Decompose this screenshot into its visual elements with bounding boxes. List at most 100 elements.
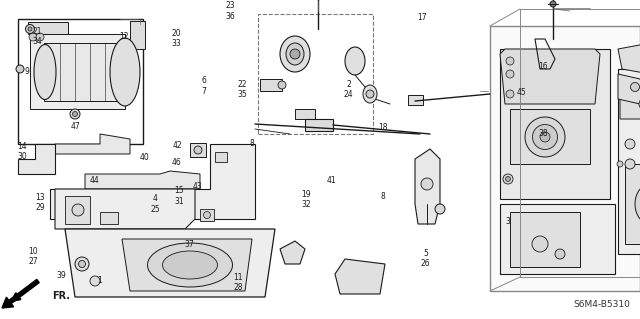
Ellipse shape: [532, 124, 557, 150]
Polygon shape: [500, 49, 600, 104]
Circle shape: [194, 146, 202, 154]
Text: 12: 12: [119, 32, 128, 41]
Circle shape: [506, 176, 511, 182]
Ellipse shape: [525, 117, 565, 157]
Bar: [44, 43, 126, 101]
Circle shape: [421, 178, 433, 190]
Polygon shape: [618, 44, 640, 74]
Bar: [625, 164, 640, 244]
Circle shape: [36, 33, 44, 41]
Ellipse shape: [147, 243, 232, 287]
Text: 9: 9: [24, 67, 29, 76]
Text: 23
36: 23 36: [225, 2, 236, 21]
Circle shape: [550, 1, 556, 7]
Text: 10
27: 10 27: [28, 247, 38, 266]
Polygon shape: [335, 259, 385, 294]
FancyArrow shape: [2, 279, 39, 308]
Text: 40: 40: [139, 153, 149, 162]
Ellipse shape: [635, 184, 640, 224]
Bar: [65, 196, 90, 224]
Ellipse shape: [163, 251, 218, 279]
Text: 18: 18: [378, 123, 387, 132]
Circle shape: [625, 139, 635, 149]
Circle shape: [290, 49, 300, 59]
Polygon shape: [50, 144, 255, 219]
Circle shape: [90, 276, 100, 286]
Bar: [215, 152, 227, 162]
Text: 45: 45: [516, 88, 527, 97]
Circle shape: [630, 83, 639, 92]
Text: 38: 38: [538, 130, 548, 138]
Polygon shape: [65, 229, 275, 297]
Text: 37: 37: [184, 240, 194, 249]
Bar: [408, 95, 423, 105]
Text: 4
25: 4 25: [150, 195, 160, 214]
Text: 14
30: 14 30: [17, 142, 28, 161]
Text: 8: 8: [249, 139, 254, 148]
Bar: [190, 143, 206, 157]
Bar: [510, 109, 590, 164]
Circle shape: [532, 236, 548, 252]
Polygon shape: [620, 89, 640, 119]
Polygon shape: [122, 239, 252, 291]
Ellipse shape: [345, 47, 365, 75]
Circle shape: [625, 159, 635, 169]
Text: 41: 41: [326, 176, 337, 185]
Text: 42: 42: [173, 141, 183, 150]
Bar: [500, 204, 615, 274]
Circle shape: [16, 65, 24, 73]
Bar: [260, 79, 282, 91]
Text: 46: 46: [172, 158, 182, 167]
Polygon shape: [85, 171, 200, 189]
Bar: [295, 109, 315, 119]
Circle shape: [75, 257, 89, 271]
Bar: [258, 14, 373, 134]
Bar: [490, 26, 640, 291]
Text: 13
29: 13 29: [35, 193, 45, 212]
Circle shape: [26, 25, 35, 33]
Circle shape: [204, 211, 211, 219]
Circle shape: [503, 174, 513, 184]
Circle shape: [617, 161, 623, 167]
Polygon shape: [618, 74, 640, 104]
Circle shape: [72, 204, 84, 216]
Bar: [130, 21, 145, 49]
Text: 19
32: 19 32: [301, 190, 311, 209]
Text: S6M4-B5310: S6M4-B5310: [573, 300, 630, 309]
Circle shape: [506, 70, 514, 78]
Bar: [30, 34, 125, 109]
Bar: [200, 209, 214, 221]
Circle shape: [79, 261, 86, 268]
Polygon shape: [415, 149, 440, 224]
Polygon shape: [55, 189, 195, 229]
Circle shape: [29, 33, 37, 41]
Ellipse shape: [286, 43, 304, 65]
Text: 20
33: 20 33: [171, 29, 181, 48]
Ellipse shape: [363, 85, 377, 103]
Circle shape: [366, 90, 374, 98]
Bar: [100, 212, 118, 224]
Text: 3: 3: [505, 217, 510, 226]
Polygon shape: [55, 134, 130, 154]
Bar: [18, 19, 143, 144]
Text: 5
26: 5 26: [420, 249, 431, 268]
Bar: [510, 212, 580, 267]
Text: 8: 8: [380, 192, 385, 201]
Ellipse shape: [280, 36, 310, 72]
Bar: [28, 22, 68, 34]
Polygon shape: [18, 144, 55, 174]
Text: 47: 47: [70, 122, 81, 130]
Text: 1: 1: [97, 276, 102, 285]
Text: 21
34: 21 34: [32, 27, 42, 46]
Text: 39: 39: [56, 271, 67, 280]
Text: 17: 17: [417, 13, 428, 22]
Text: 2
24: 2 24: [344, 80, 354, 99]
Text: 15
31: 15 31: [174, 187, 184, 206]
Text: 11
28: 11 28: [234, 273, 243, 292]
Circle shape: [639, 98, 640, 110]
Circle shape: [506, 57, 514, 65]
Bar: [305, 119, 333, 131]
Ellipse shape: [110, 38, 140, 106]
Text: FR.: FR.: [52, 291, 70, 301]
Text: 16: 16: [538, 63, 548, 71]
